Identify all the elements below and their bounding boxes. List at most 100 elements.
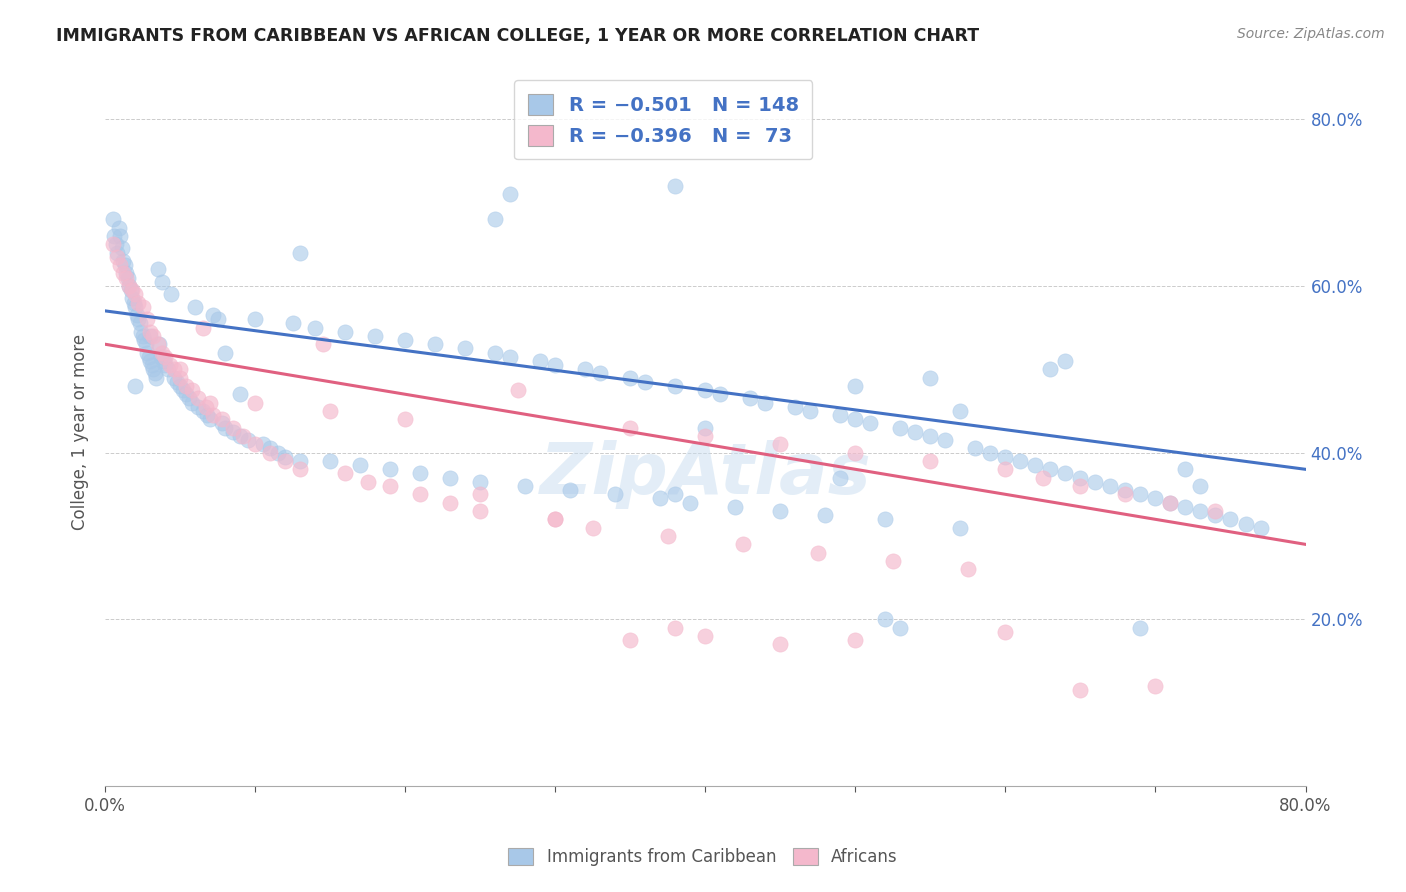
Point [1159, 496, 1181, 510]
Point [211, 417, 233, 431]
Legend: Immigrants from Caribbean, Africans: Immigrants from Caribbean, Africans [502, 841, 904, 873]
Point [179, 392, 201, 406]
Point [830, 470, 852, 484]
Point [1189, 504, 1212, 518]
Point [380, 462, 402, 476]
Point [695, 629, 717, 643]
Point [222, 425, 245, 439]
Point [1032, 470, 1054, 484]
Point [439, 496, 461, 510]
Point [150, 345, 173, 359]
Point [506, 383, 529, 397]
Point [124, 300, 146, 314]
Point [142, 329, 165, 343]
Point [409, 467, 432, 481]
Point [470, 487, 492, 501]
Point [181, 395, 204, 409]
Point [1144, 491, 1167, 506]
Point [724, 500, 747, 514]
Point [202, 308, 225, 322]
Point [191, 404, 214, 418]
Point [290, 245, 312, 260]
Point [211, 412, 233, 426]
Point [121, 283, 143, 297]
Point [484, 212, 506, 227]
Point [132, 300, 155, 314]
Point [290, 462, 312, 476]
Point [157, 362, 180, 376]
Point [650, 491, 672, 506]
Point [152, 354, 174, 368]
Point [949, 404, 972, 418]
Point [1114, 483, 1136, 498]
Point [882, 554, 904, 568]
Point [1054, 467, 1077, 481]
Point [259, 442, 281, 456]
Point [1219, 512, 1241, 526]
Point [115, 270, 138, 285]
Point [259, 445, 281, 459]
Point [934, 433, 956, 447]
Point [769, 504, 792, 518]
Point [138, 350, 160, 364]
Point [127, 295, 149, 310]
Point [574, 362, 596, 376]
Point [844, 445, 866, 459]
Point [232, 429, 254, 443]
Point [844, 379, 866, 393]
Point [470, 475, 492, 489]
Point [142, 362, 165, 376]
Point [740, 392, 762, 406]
Point [222, 420, 245, 434]
Point [769, 637, 792, 651]
Point [634, 375, 657, 389]
Point [994, 450, 1017, 464]
Point [245, 437, 267, 451]
Point [949, 521, 972, 535]
Point [169, 379, 191, 393]
Point [124, 379, 146, 393]
Point [143, 367, 166, 381]
Point [484, 345, 506, 359]
Point [136, 345, 159, 359]
Point [274, 454, 297, 468]
Point [1129, 487, 1152, 501]
Point [101, 237, 124, 252]
Point [679, 496, 702, 510]
Point [1129, 621, 1152, 635]
Point [657, 529, 679, 543]
Point [1010, 454, 1032, 468]
Point [1039, 462, 1062, 476]
Point [139, 325, 162, 339]
Point [709, 387, 731, 401]
Point [159, 358, 181, 372]
Point [166, 375, 188, 389]
Point [200, 412, 222, 426]
Point [807, 546, 830, 560]
Point [163, 370, 186, 384]
Point [582, 521, 605, 535]
Point [127, 312, 149, 326]
Point [357, 475, 380, 489]
Point [169, 362, 191, 376]
Point [139, 354, 162, 368]
Point [664, 621, 686, 635]
Point [664, 178, 686, 193]
Point [335, 325, 357, 339]
Point [544, 512, 567, 526]
Point [956, 562, 979, 576]
Point [875, 512, 897, 526]
Point [439, 470, 461, 484]
Point [605, 487, 627, 501]
Point [799, 404, 821, 418]
Point [785, 400, 807, 414]
Point [155, 350, 177, 364]
Point [149, 350, 172, 364]
Point [664, 487, 686, 501]
Point [920, 454, 942, 468]
Point [394, 412, 416, 426]
Point [589, 367, 612, 381]
Point [364, 329, 387, 343]
Point [114, 258, 136, 272]
Point [754, 395, 776, 409]
